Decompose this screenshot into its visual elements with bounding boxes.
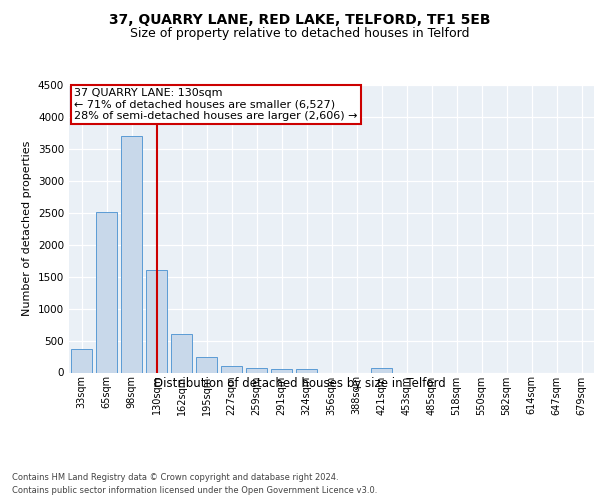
Text: 37 QUARRY LANE: 130sqm
← 71% of detached houses are smaller (6,527)
28% of semi-: 37 QUARRY LANE: 130sqm ← 71% of detached…	[74, 88, 358, 121]
Bar	[146, 270, 167, 372]
Text: 37, QUARRY LANE, RED LAKE, TELFORD, TF1 5EB: 37, QUARRY LANE, RED LAKE, TELFORD, TF1 …	[109, 12, 491, 26]
Bar	[296, 368, 317, 372]
Bar	[271, 370, 292, 372]
Bar	[171, 334, 192, 372]
Bar	[96, 212, 117, 372]
Bar	[221, 366, 242, 372]
Bar	[121, 136, 142, 372]
Text: Distribution of detached houses by size in Telford: Distribution of detached houses by size …	[154, 378, 446, 390]
Text: Contains public sector information licensed under the Open Government Licence v3: Contains public sector information licen…	[12, 486, 377, 495]
Bar	[196, 357, 217, 372]
Text: Contains HM Land Registry data © Crown copyright and database right 2024.: Contains HM Land Registry data © Crown c…	[12, 472, 338, 482]
Bar	[246, 368, 267, 372]
Y-axis label: Number of detached properties: Number of detached properties	[22, 141, 32, 316]
Bar	[71, 349, 92, 372]
Bar	[371, 368, 392, 372]
Text: Size of property relative to detached houses in Telford: Size of property relative to detached ho…	[130, 28, 470, 40]
